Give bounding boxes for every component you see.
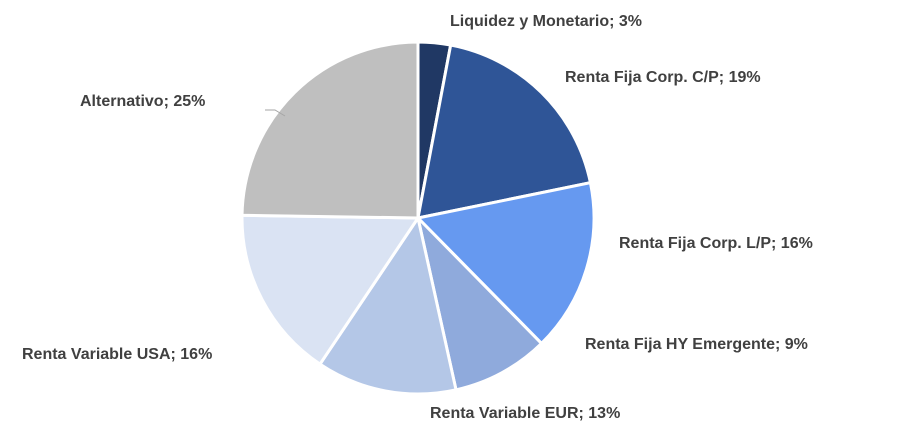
category-name: Renta Fija Corp. L/P bbox=[619, 235, 771, 252]
slice-label: Renta Fija Corp. L/P; 16% bbox=[619, 235, 813, 252]
label-separator: ; bbox=[171, 346, 181, 363]
pie-slice bbox=[416, 43, 593, 220]
value-label: 25% bbox=[173, 93, 205, 110]
label-separator: ; bbox=[164, 93, 174, 110]
value-label: 16% bbox=[781, 235, 813, 252]
category-name: Liquidez y Monetario bbox=[450, 13, 609, 30]
slice-label: Renta Fija Corp. C/P; 19% bbox=[565, 69, 761, 86]
value-label: 9% bbox=[785, 336, 808, 353]
slice-label: Liquidez y Monetario; 3% bbox=[450, 13, 642, 30]
pie-slice bbox=[317, 214, 458, 396]
value-label: 16% bbox=[180, 346, 212, 363]
label-separator: ; bbox=[579, 405, 589, 422]
category-name: Renta Fija Corp. C/P bbox=[565, 69, 719, 86]
pie-slice bbox=[414, 180, 596, 346]
label-separator: ; bbox=[719, 69, 729, 86]
category-name: Alternativo bbox=[80, 93, 164, 110]
label-separator: ; bbox=[775, 336, 785, 353]
pie-slice bbox=[240, 40, 420, 220]
value-label: 3% bbox=[619, 13, 642, 30]
label-separator: ; bbox=[609, 13, 619, 30]
value-label: 13% bbox=[588, 405, 620, 422]
category-name: Renta Variable EUR bbox=[430, 405, 579, 422]
slice-label: Renta Fija HY Emergente; 9% bbox=[585, 336, 808, 353]
category-name: Renta Variable USA bbox=[22, 346, 171, 363]
slice-label: Alternativo; 25% bbox=[80, 93, 205, 110]
pie-slice bbox=[415, 213, 544, 392]
label-separator: ; bbox=[771, 235, 781, 252]
leader-line bbox=[265, 109, 286, 117]
slice-label: Renta Variable EUR; 13% bbox=[430, 405, 620, 422]
value-label: 19% bbox=[729, 69, 761, 86]
pie-slice bbox=[240, 213, 421, 367]
slice-label: Renta Variable USA; 16% bbox=[22, 346, 212, 363]
category-name: Renta Fija HY Emergente bbox=[585, 336, 775, 353]
